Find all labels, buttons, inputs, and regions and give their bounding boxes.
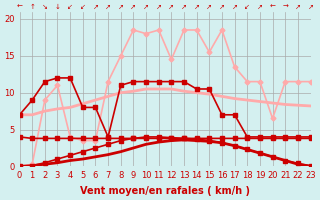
X-axis label: Vent moyen/en rafales ( km/h ): Vent moyen/en rafales ( km/h )	[80, 186, 250, 196]
